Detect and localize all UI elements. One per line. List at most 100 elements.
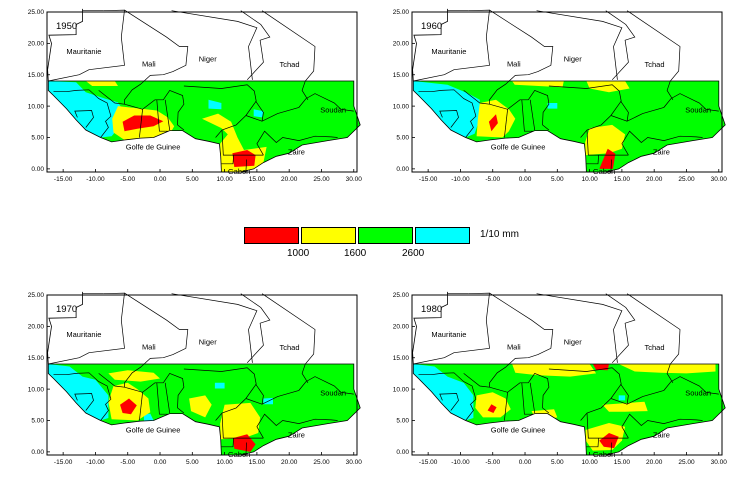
x-tick-label: -10.00	[451, 176, 470, 183]
rainfall-zone-yellow	[85, 81, 118, 86]
map-svg-1970: -15.00 -10.00 -5.00 0.00 5.00 10.00 15.00 20.00…	[28, 291, 362, 466]
coastline	[412, 80, 726, 173]
country-border	[98, 89, 185, 131]
map-panel-1970: -15.00 -10.00 -5.00 0.00 5.00 10.00 15.00 20.00…	[28, 291, 362, 466]
country-border	[256, 413, 338, 439]
y-tick-label: 5.00	[396, 135, 409, 142]
map-frame	[46, 294, 358, 456]
y-tick-label: 5.00	[31, 135, 44, 142]
rainfall-zone-yellow	[586, 81, 630, 93]
x-tick-label: 25.00	[678, 459, 695, 466]
country-border	[610, 442, 612, 456]
rainfall-zone-cyan	[143, 413, 154, 421]
country-border	[53, 89, 112, 123]
rainfall-zone-cyan	[48, 81, 125, 138]
x-tick-label: 5.00	[186, 459, 199, 466]
place-label-mali: Mali	[507, 343, 521, 352]
place-label-mali: Mali	[142, 343, 156, 352]
x-tick-label: -5.00	[485, 176, 500, 183]
country-border	[529, 382, 536, 414]
place-label-golfe: Golfe de Guinee	[126, 142, 181, 151]
country-border	[221, 438, 234, 448]
x-tick-label: 5.00	[186, 176, 199, 183]
place-label-gabon: Gabon	[228, 450, 251, 459]
country-border	[139, 109, 143, 138]
country-border	[255, 93, 354, 122]
x-tick-label: 0.00	[519, 176, 532, 183]
country-border	[183, 367, 257, 421]
panel-year: 1980	[421, 304, 442, 315]
x-tick-label: -5.00	[485, 459, 500, 466]
place-label-zaire: Zaire	[653, 147, 670, 156]
place-label-mauritanie: Mauritanie	[66, 47, 101, 56]
x-tick-label: -15.00	[54, 176, 73, 183]
country-border	[626, 10, 681, 100]
place-label-gabon: Gabon	[593, 167, 616, 176]
place-label-niger: Niger	[199, 55, 217, 64]
y-tick-label: 10.00	[28, 103, 45, 110]
country-border	[156, 99, 168, 132]
x-tick-label: 0.00	[519, 459, 532, 466]
country-border	[536, 10, 623, 80]
x-tick-label: -15.00	[54, 459, 73, 466]
country-border	[245, 115, 263, 122]
map-svg-1960: -15.00 -10.00 -5.00 0.00 5.00 10.00 15.00 20.00…	[393, 8, 727, 183]
place-label-mauritanie: Mauritanie	[431, 330, 466, 339]
country-border	[620, 376, 719, 405]
country-border	[529, 99, 536, 131]
country-border	[504, 109, 508, 138]
x-tick-label: 25.00	[678, 176, 695, 183]
country-border	[256, 130, 338, 156]
rainfall-zone-red	[232, 150, 256, 167]
country-border	[489, 292, 554, 388]
x-tick-label: 15.00	[249, 176, 266, 183]
place-label-tchad: Tchad	[280, 60, 300, 69]
rainfall-zone-yellow	[512, 364, 597, 377]
place-label-gabon: Gabon	[593, 450, 616, 459]
country-border	[626, 293, 681, 383]
y-tick-label: 15.00	[28, 72, 45, 79]
country-border	[413, 292, 490, 365]
x-tick-label: 15.00	[249, 459, 266, 466]
country-border	[521, 99, 533, 132]
rainfall-zone-red	[599, 433, 619, 449]
x-tick-label: 5.00	[551, 176, 564, 183]
country-border	[413, 9, 490, 82]
x-tick-label: -10.00	[451, 459, 470, 466]
rainfall-zone-yellow	[618, 364, 716, 374]
country-border	[610, 398, 628, 405]
country-border	[489, 9, 554, 105]
place-label-mali: Mali	[142, 60, 156, 69]
y-tick-label: 0.00	[396, 166, 409, 173]
rainfall-zone-green	[48, 81, 361, 172]
country-border	[47, 8, 83, 82]
country-border	[245, 159, 247, 173]
y-tick-label: 10.00	[28, 386, 45, 393]
country-border	[47, 291, 83, 365]
country-border	[418, 89, 477, 123]
x-tick-label: 10.00	[581, 176, 598, 183]
y-tick-label: 15.00	[393, 72, 410, 79]
country-border	[610, 115, 628, 122]
x-tick-label: -10.00	[86, 176, 105, 183]
x-tick-label: 30.00	[711, 459, 728, 466]
country-border	[139, 392, 143, 421]
country-border	[465, 404, 474, 421]
y-tick-label: 20.00	[28, 324, 45, 331]
y-tick-label: 10.00	[393, 103, 410, 110]
y-tick-label: 20.00	[393, 41, 410, 48]
panel-year: 1950	[56, 21, 77, 32]
rainfall-zone-cyan	[214, 382, 225, 389]
map-panel-1950: -15.00 -10.00 -5.00 0.00 5.00 10.00 15.00 20.00…	[28, 8, 362, 183]
rainfall-legend: 1/10 mm 1000 1600 2600	[244, 226, 544, 266]
legend-swatch-cyan	[415, 227, 470, 244]
country-border	[463, 89, 550, 131]
place-label-zaire: Zaire	[288, 430, 305, 439]
x-tick-label: 20.00	[646, 459, 663, 466]
country-border	[586, 155, 599, 165]
rainfall-zone-yellow	[602, 401, 648, 412]
rainfall-zone-yellow	[475, 392, 511, 418]
rainfall-zone-cyan	[618, 395, 626, 401]
x-tick-label: 25.00	[313, 176, 330, 183]
country-border	[221, 155, 234, 165]
